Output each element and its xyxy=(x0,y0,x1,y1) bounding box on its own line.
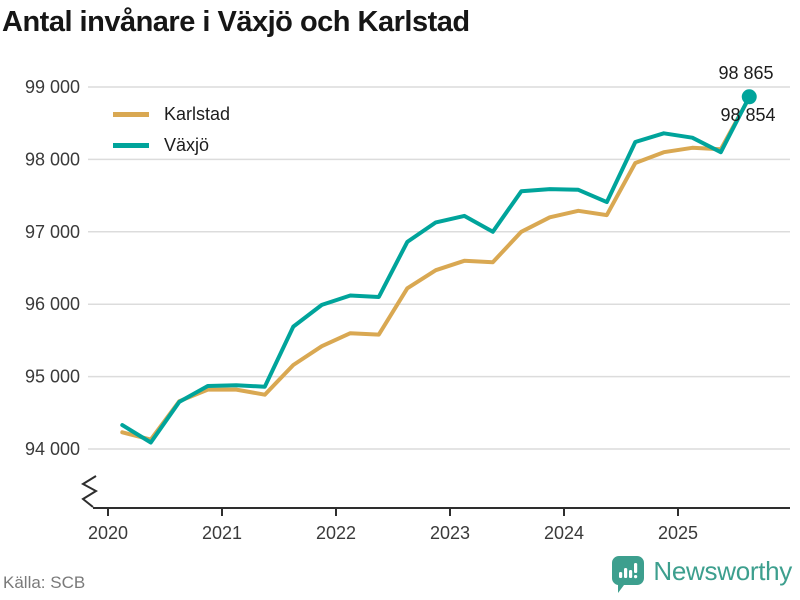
end-value-label-karlstad: 98 854 xyxy=(720,105,776,125)
legend-item-vaxjo: Växjö xyxy=(113,130,230,161)
series-line-karlstad xyxy=(120,95,752,442)
legend: Karlstad Växjö xyxy=(113,99,230,161)
y-tick-label: 95 000 xyxy=(25,367,80,387)
y-tick-label: 99 000 xyxy=(25,77,80,97)
y-tick-label: 94 000 xyxy=(25,439,80,459)
newsworthy-wordmark: Newsworthy xyxy=(653,555,792,586)
x-tick-label: 2021 xyxy=(202,523,242,543)
karlstad-line-swatch xyxy=(113,112,149,117)
x-tick-label: 2022 xyxy=(316,523,356,543)
y-tick-label: 96 000 xyxy=(25,294,80,314)
y-tick-label: 97 000 xyxy=(25,222,80,242)
x-tick-label: 2025 xyxy=(658,523,698,543)
legend-label-karlstad: Karlstad xyxy=(164,104,231,124)
source-note: Källa: SCB xyxy=(3,573,86,592)
x-tick-label: 2024 xyxy=(544,523,584,543)
newsworthy-logo: Newsworthy xyxy=(611,555,792,593)
series-line-vxj xyxy=(120,94,752,445)
chart-title: Antal invånare i Växjö och Karlstad xyxy=(2,6,470,38)
x-tick-label: 2023 xyxy=(430,523,470,543)
newsworthy-bubble-icon xyxy=(612,556,645,593)
mini-bar-chart-glyph xyxy=(619,563,638,579)
y-tick-label: 98 000 xyxy=(25,149,80,169)
legend-item-karlstad: Karlstad xyxy=(113,99,230,130)
axis-break-icon xyxy=(80,475,99,508)
vaxjo-line-swatch xyxy=(113,143,149,148)
end-value-label-vaxjo: 98 865 xyxy=(718,63,774,83)
x-tick-label: 2020 xyxy=(88,523,128,543)
legend-label-vaxjo: Växjö xyxy=(164,135,210,155)
speech-bubble-shape xyxy=(612,556,645,593)
series-end-dot xyxy=(741,89,757,105)
